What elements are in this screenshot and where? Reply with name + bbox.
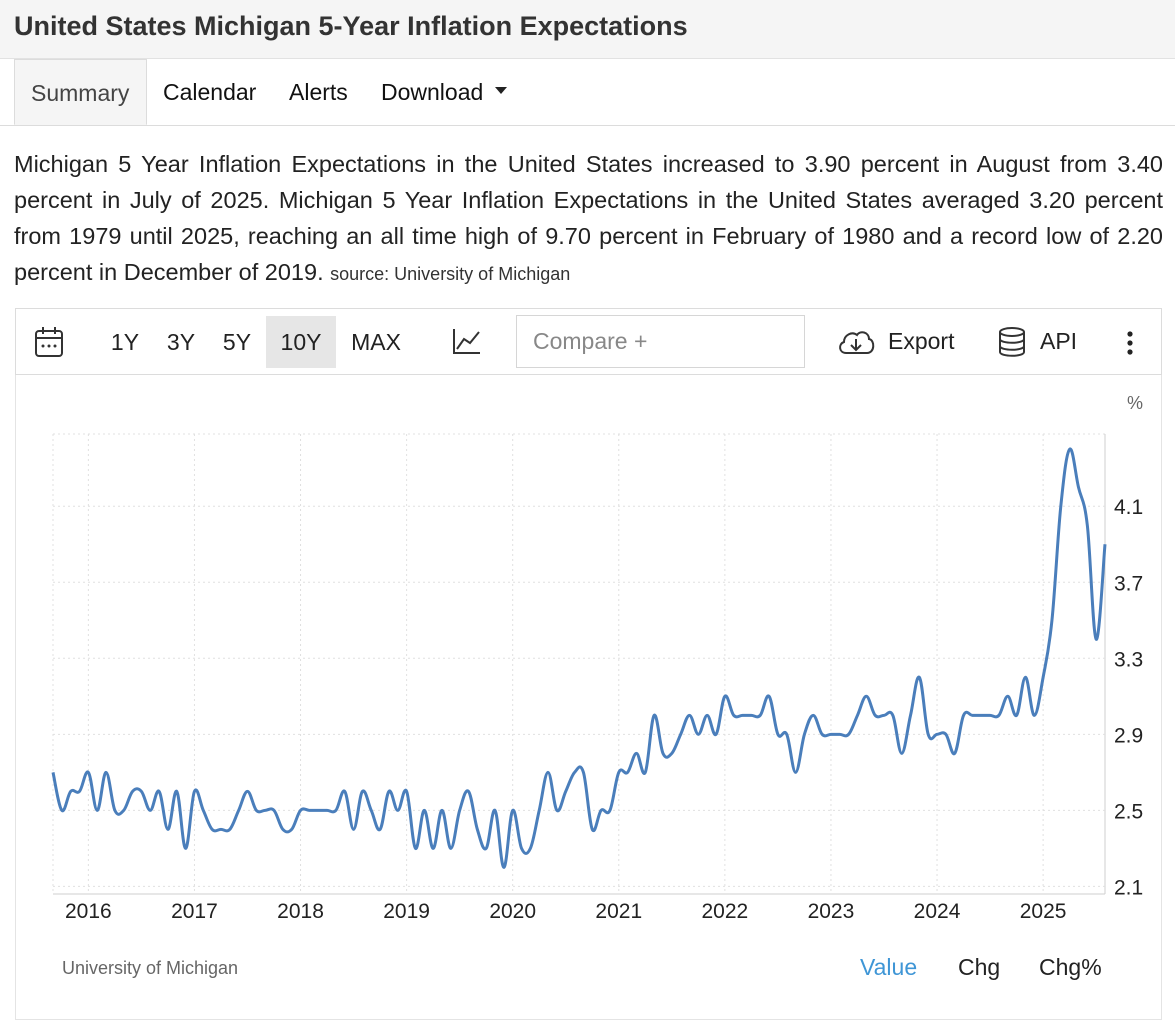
compare-input[interactable]: Compare + bbox=[516, 315, 805, 368]
tab-summary[interactable]: Summary bbox=[14, 59, 147, 125]
range-1y[interactable]: 1Y bbox=[110, 329, 140, 355]
range-3y[interactable]: 3Y bbox=[166, 329, 196, 355]
tab-value[interactable]: Value bbox=[860, 954, 918, 980]
chart-panel bbox=[15, 308, 1162, 1020]
range-max[interactable]: MAX bbox=[351, 329, 401, 355]
line-chart-icon[interactable] bbox=[452, 327, 482, 361]
cloud-download-icon[interactable] bbox=[836, 327, 876, 363]
more-vertical-icon[interactable] bbox=[1124, 330, 1136, 362]
tab-download[interactable]: Download bbox=[381, 59, 508, 125]
calendar-icon[interactable] bbox=[34, 326, 64, 364]
tab-chg[interactable]: Chg bbox=[958, 954, 1001, 980]
tab-bar: Summary Calendar Alerts Download bbox=[0, 59, 1175, 126]
tab-alerts[interactable]: Alerts bbox=[289, 79, 348, 105]
range-10y[interactable]: 10Y bbox=[266, 316, 336, 368]
chart-source: University of Michigan bbox=[62, 958, 239, 978]
source-label: source: University of Michigan bbox=[330, 264, 571, 284]
page-title: United States Michigan 5-Year Inflation … bbox=[14, 11, 688, 41]
description: Michigan 5 Year Inflation Expectations i… bbox=[14, 146, 1163, 292]
title-bar: United States Michigan 5-Year Inflation … bbox=[0, 0, 1175, 59]
tab-chg-percent[interactable]: Chg% bbox=[1039, 954, 1102, 980]
tab-download-label: Download bbox=[381, 79, 484, 105]
api-button[interactable]: API bbox=[1040, 328, 1078, 354]
caret-down-icon bbox=[495, 87, 508, 95]
chart-toolbar: 1Y 3Y 5Y 10Y MAX Compare + Export API bbox=[15, 308, 1162, 375]
database-icon[interactable] bbox=[998, 326, 1026, 364]
description-text: Michigan 5 Year Inflation Expectations i… bbox=[14, 151, 1163, 285]
export-button[interactable]: Export bbox=[888, 328, 955, 354]
range-5y[interactable]: 5Y bbox=[222, 329, 252, 355]
tab-calendar[interactable]: Calendar bbox=[163, 79, 257, 105]
